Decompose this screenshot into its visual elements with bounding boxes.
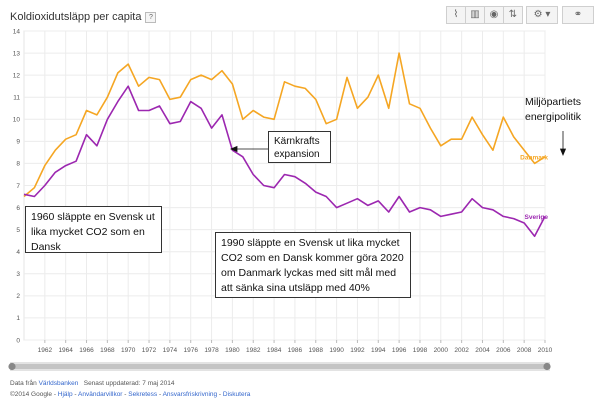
x-tick-label: 1998 (413, 347, 428, 354)
x-tick-label: 1970 (121, 347, 136, 354)
miljo-arrowhead (559, 148, 567, 157)
x-tick-label: 1992 (350, 347, 365, 354)
x-tick-label: 1968 (100, 347, 115, 354)
y-tick-label: 2 (16, 293, 20, 300)
x-tick-label: 1978 (204, 347, 219, 354)
chart-title-text: Koldioxidutsläpp per capita (10, 11, 142, 23)
y-tick-label: 6 (16, 205, 20, 212)
slider-range (14, 364, 546, 369)
x-tick-label: 1966 (79, 347, 94, 354)
x-tick-label: 1982 (246, 347, 261, 354)
x-tick-label: 1974 (163, 347, 178, 354)
settings-toolbar: ⚙ ▾ (526, 6, 558, 24)
note-1990: 1990 släppte en Svensk ut lika mycket CO… (215, 232, 411, 298)
note-miljo: Miljöpartiets energipolitik (520, 92, 598, 128)
x-tick-label: 1996 (392, 347, 407, 354)
chart-title: Koldioxidutsläpp per capita? (10, 11, 157, 23)
note-karnkraft: Kärnkrafts expansion (268, 131, 331, 163)
y-tick-label: 3 (16, 271, 20, 278)
x-tick-label: 1972 (142, 347, 157, 354)
series-lines (23, 52, 546, 238)
footer-link-discuss[interactable]: Diskutera (222, 391, 251, 398)
arrows (229, 131, 567, 157)
footer-links: ©2014 Google - Hjälp - Användarvillkor -… (10, 391, 251, 398)
series-line-sverige[interactable] (23, 85, 546, 238)
x-tick-label: 2006 (496, 347, 511, 354)
footer-source: Data från Världsbanken Senast uppdaterad… (10, 380, 174, 387)
series-line-danmark[interactable] (23, 52, 546, 198)
slider-left-handle[interactable] (8, 362, 16, 371)
x-tick-label: 1986 (288, 347, 303, 354)
x-tick-label: 2008 (517, 347, 532, 354)
y-tick-label: 8 (16, 161, 20, 168)
series-label-sverige: Sverige (525, 214, 549, 221)
y-tick-label: 12 (13, 72, 21, 79)
footer-link-terms[interactable]: Användarvillkor (78, 391, 123, 398)
slider-right-handle[interactable] (543, 362, 551, 371)
x-tick-label: 2010 (538, 347, 553, 354)
y-tick-label: 10 (13, 117, 21, 124)
note-miljo-text: Miljöpartiets energipolitik (525, 96, 582, 123)
link-toolbar: ⚭ (562, 6, 594, 24)
y-tick-label: 7 (16, 183, 20, 190)
line-chart-button[interactable]: ⌇ (446, 6, 466, 24)
x-tick-label: 1990 (329, 347, 344, 354)
link-button[interactable]: ⚭ (562, 6, 594, 24)
footer-link-help[interactable]: Hjälp (57, 391, 73, 398)
x-tick-label: 1962 (38, 347, 53, 354)
x-tick-label: 2000 (434, 347, 449, 354)
copyright: ©2014 Google (10, 391, 53, 398)
y-tick-label: 9 (16, 139, 20, 146)
x-tick-label: 1976 (183, 347, 198, 354)
y-tick-label: 0 (16, 337, 20, 344)
settings-button[interactable]: ⚙ ▾ (526, 6, 558, 24)
source-prefix: Data från (10, 380, 37, 387)
y-tick-label: 5 (16, 227, 20, 234)
y-tick-label: 14 (13, 28, 21, 35)
x-gridlines (44, 31, 546, 340)
note-1960: 1960 släppte en Svensk ut lika mycket CO… (25, 206, 162, 253)
x-tick-label: 2002 (454, 347, 469, 354)
x-axis: 1962 1964 1966 1968 1970 1972 1974 1976 1978 1980… (38, 340, 553, 354)
note-1960-text: 1960 släppte en Svensk ut lika mycket CO… (31, 211, 155, 253)
note-1990-text: 1990 släppte en Svensk ut lika mycket CO… (221, 237, 404, 294)
y-tick-label: 11 (13, 95, 20, 102)
time-slider[interactable] (8, 362, 551, 371)
x-tick-label: 1964 (58, 347, 73, 354)
x-tick-label: 1994 (371, 347, 386, 354)
footer-link-privacy[interactable]: Sekretess (128, 391, 158, 398)
y-tick-label: 13 (13, 50, 21, 57)
y-tick-label: 1 (16, 315, 20, 322)
help-icon[interactable]: ? (145, 11, 157, 23)
x-tick-label: 1984 (267, 347, 282, 354)
series-label-danmark: Danmark (520, 154, 548, 161)
karnkraft-arrowhead (229, 145, 238, 153)
sort-button[interactable]: ⇅ (503, 6, 523, 24)
x-tick-label: 1980 (225, 347, 240, 354)
source-link[interactable]: Världsbanken (38, 380, 79, 387)
x-tick-label: 2004 (475, 347, 490, 354)
chart-type-toolbar: ⌇ ▥ ◉ ⇅ (446, 6, 523, 24)
note-karnkraft-text: Kärnkrafts expansion (274, 136, 320, 160)
x-tick-label: 1988 (309, 347, 324, 354)
updated-text: Senast uppdaterad: 7 maj 2014 (83, 380, 175, 387)
footer-link-disclaimer[interactable]: Ansvarsfriskrivning (162, 391, 218, 398)
series-labels: Danmark Sverige (520, 154, 548, 221)
y-tick-label: 4 (16, 249, 20, 256)
